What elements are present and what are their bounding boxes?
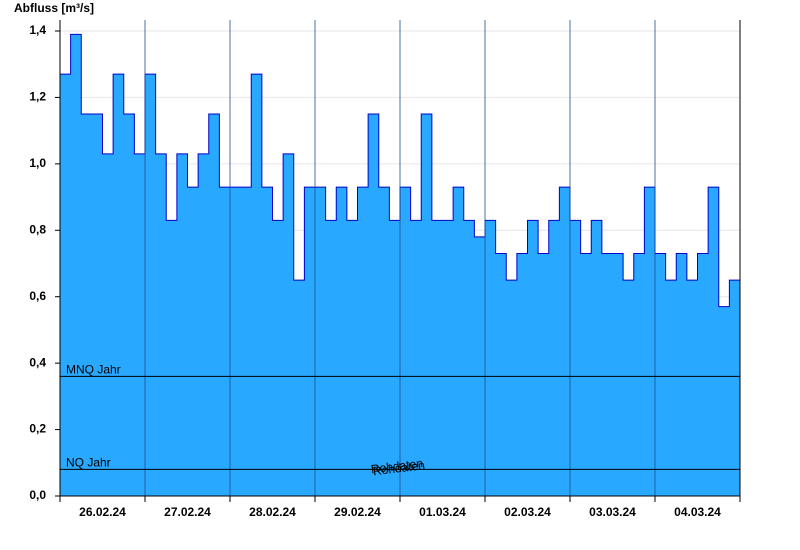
y-tick-label: 0,8 (29, 222, 46, 236)
y-tick-label: 1,2 (29, 90, 46, 104)
x-tick-label: 28.02.24 (249, 505, 296, 519)
y-tick-label: 0,2 (29, 422, 46, 436)
x-tick-label: 02.03.24 (504, 505, 551, 519)
x-tick-label: 04.03.24 (674, 505, 721, 519)
y-tick-label: 1,4 (29, 23, 46, 37)
y-axis-label: Abfluss [m³/s] (14, 1, 94, 15)
y-tick-label: 0,6 (29, 289, 46, 303)
x-tick-label: 27.02.24 (164, 505, 211, 519)
watermark: Rohdaten (370, 456, 423, 476)
y-tick-label: 0,0 (29, 488, 46, 502)
reference-label: MNQ Jahr (66, 363, 121, 377)
reference-label: NQ Jahr (66, 456, 111, 470)
line (60, 33, 740, 308)
x-tick-label: 01.03.24 (419, 505, 466, 519)
x-tick-label: 03.03.24 (589, 505, 636, 519)
y-tick-label: 1,0 (29, 156, 46, 170)
x-tick-label: 29.02.24 (334, 505, 381, 519)
x-tick-label: 26.02.24 (79, 505, 126, 519)
y-tick-label: 0,4 (29, 355, 46, 369)
watermark-shadow: Rohdaten (372, 458, 425, 478)
